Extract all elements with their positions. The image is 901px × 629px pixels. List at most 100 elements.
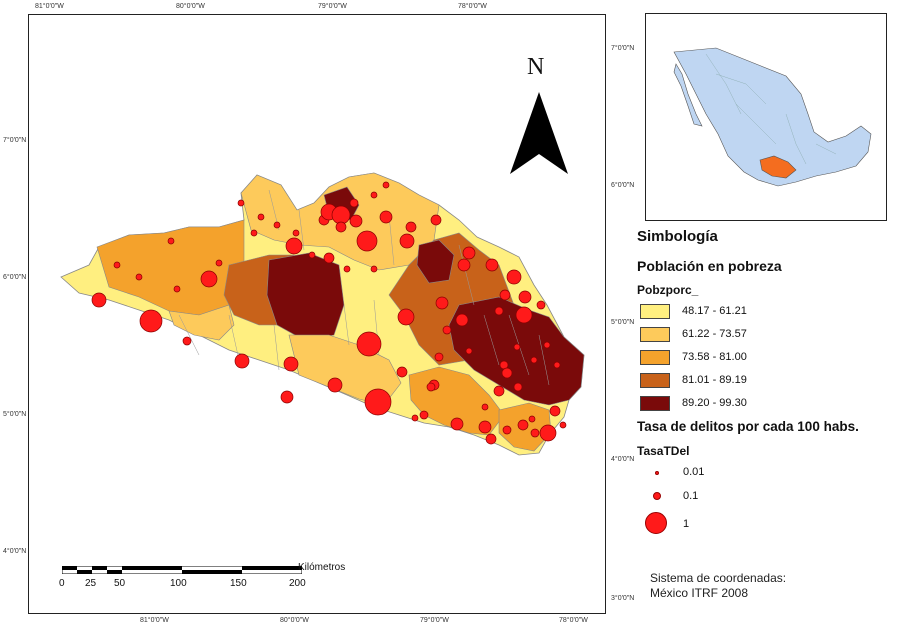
crime-dot-42 bbox=[517, 419, 529, 431]
left-tick-4: 4°0'0"N bbox=[3, 548, 27, 555]
top-tick-2: 80°0'0"W bbox=[176, 3, 205, 10]
inset-state-lines bbox=[705, 53, 837, 165]
left-tick-2: 6°0'0"N bbox=[3, 274, 27, 281]
crime-dot-75 bbox=[543, 341, 551, 349]
crime-dot-37 bbox=[455, 313, 469, 327]
poverty-label-5: 89.20 - 99.30 bbox=[682, 397, 747, 409]
crime-dot-6 bbox=[280, 390, 294, 404]
crime-dot-25 bbox=[379, 210, 393, 224]
crime-dot-51 bbox=[419, 410, 429, 420]
scale-units: Kilómetros bbox=[298, 562, 346, 573]
crime-dot-62 bbox=[370, 191, 378, 199]
crime-dot-4 bbox=[234, 353, 250, 369]
legend-title: Simbología bbox=[637, 228, 718, 245]
crime-dot-small bbox=[655, 471, 659, 475]
bottom-tick-2: 80°0'0"W bbox=[280, 617, 309, 624]
crime-dot-21 bbox=[331, 205, 351, 225]
crime-rate-dots bbox=[91, 181, 567, 445]
crime-dot-15 bbox=[399, 233, 415, 249]
scale-bar bbox=[62, 566, 302, 574]
poverty-swatch-2 bbox=[640, 327, 670, 342]
poverty-swatch-3 bbox=[640, 350, 670, 365]
right-tick-4: 4°0'0"N bbox=[611, 456, 635, 463]
guerrero-map bbox=[60, 172, 585, 456]
crime-dot-32 bbox=[506, 269, 522, 285]
crime-dot-68 bbox=[481, 403, 489, 411]
crime-dot-45 bbox=[549, 405, 561, 417]
crime-dot-1 bbox=[139, 309, 163, 333]
crime-dot-69 bbox=[528, 415, 536, 423]
crime-dot-31 bbox=[499, 289, 511, 301]
scale-num-100: 100 bbox=[170, 578, 187, 589]
crime-dot-58 bbox=[257, 213, 265, 221]
left-tick-3: 5°0'0"N bbox=[3, 411, 27, 418]
crime-dot-55 bbox=[135, 273, 143, 281]
crime-dot-7 bbox=[327, 377, 343, 393]
crime-dot-large bbox=[645, 512, 667, 534]
crime-class-2: 0.1 bbox=[637, 488, 757, 514]
crime-dot-16 bbox=[356, 230, 378, 252]
crime-dot-65 bbox=[215, 259, 223, 267]
crime-dot-61 bbox=[308, 251, 316, 259]
region-class-2-midwest bbox=[168, 304, 235, 341]
crime-dot-60 bbox=[292, 229, 300, 237]
crime-label-2: 0.1 bbox=[683, 490, 699, 502]
crime-dot-18 bbox=[285, 237, 303, 255]
crime-class-1: 0.01 bbox=[637, 466, 757, 492]
poverty-swatch-1 bbox=[640, 304, 670, 319]
scale-num-200: 200 bbox=[289, 578, 306, 589]
crime-dot-30 bbox=[485, 258, 499, 272]
crime-dot-41 bbox=[513, 382, 523, 392]
crime-dot-54 bbox=[113, 261, 121, 269]
right-tick-1: 7°0'0"N bbox=[611, 45, 635, 52]
crs-line-1: Sistema de coordenadas: bbox=[650, 571, 787, 585]
crime-dot-10 bbox=[397, 308, 415, 326]
scale-num-50: 50 bbox=[114, 578, 126, 589]
right-tick-3: 5°0'0"N bbox=[611, 319, 635, 326]
crime-dot-44 bbox=[539, 424, 557, 442]
crime-dot-63 bbox=[382, 181, 390, 189]
scale-num-150: 150 bbox=[230, 578, 247, 589]
right-tick-2: 6°0'0"N bbox=[611, 182, 635, 189]
crime-dot-14 bbox=[442, 325, 452, 335]
crime-dot-52 bbox=[411, 414, 419, 422]
crime-dot-2 bbox=[182, 336, 192, 346]
crime-dot-67 bbox=[370, 265, 378, 273]
left-tick-1: 7°0'0"N bbox=[3, 137, 27, 144]
top-tick-3: 79°0'0"W bbox=[318, 3, 347, 10]
crime-dot-5 bbox=[283, 356, 299, 372]
crime-dot-53 bbox=[173, 285, 181, 293]
crime-dot-70 bbox=[434, 352, 444, 362]
crime-dot-48 bbox=[502, 425, 512, 435]
crime-dot-9 bbox=[356, 331, 382, 357]
crime-class-3: 1 bbox=[637, 510, 757, 536]
crime-dot-50 bbox=[426, 382, 436, 392]
inset-guerrero bbox=[759, 155, 797, 179]
crime-dot-40 bbox=[501, 367, 513, 379]
crime-dot-66 bbox=[343, 265, 351, 273]
crime-dot-76 bbox=[559, 421, 567, 429]
municipal-boundaries bbox=[178, 189, 550, 386]
crime-dot-0 bbox=[91, 292, 107, 308]
inset-map-frame bbox=[645, 13, 887, 221]
poverty-swatch-5 bbox=[640, 396, 670, 411]
crime-dot-47 bbox=[485, 433, 497, 445]
crime-dot-59 bbox=[250, 229, 258, 237]
crime-dot-3 bbox=[200, 270, 218, 288]
top-tick-4: 78°0'0"W bbox=[458, 3, 487, 10]
crime-dot-49 bbox=[450, 417, 464, 431]
crime-label-3: 1 bbox=[683, 518, 690, 530]
crime-dot-36 bbox=[494, 306, 504, 316]
crime-dot-28 bbox=[457, 258, 471, 272]
poverty-label-2: 61.22 - 73.57 bbox=[682, 328, 747, 340]
crime-dot-29 bbox=[462, 246, 476, 260]
poverty-label-1: 48.17 - 61.21 bbox=[682, 305, 747, 317]
inset-mexico-outline bbox=[673, 47, 872, 187]
inset-mexico-map bbox=[673, 47, 872, 187]
crime-title: Tasa de delitos por cada 100 habs. bbox=[637, 419, 859, 434]
crime-dot-64 bbox=[273, 221, 281, 229]
crime-dot-26 bbox=[405, 221, 417, 233]
crime-dot-73 bbox=[530, 356, 538, 364]
crime-dot-8 bbox=[364, 388, 392, 416]
crime-dot-46 bbox=[478, 420, 492, 434]
